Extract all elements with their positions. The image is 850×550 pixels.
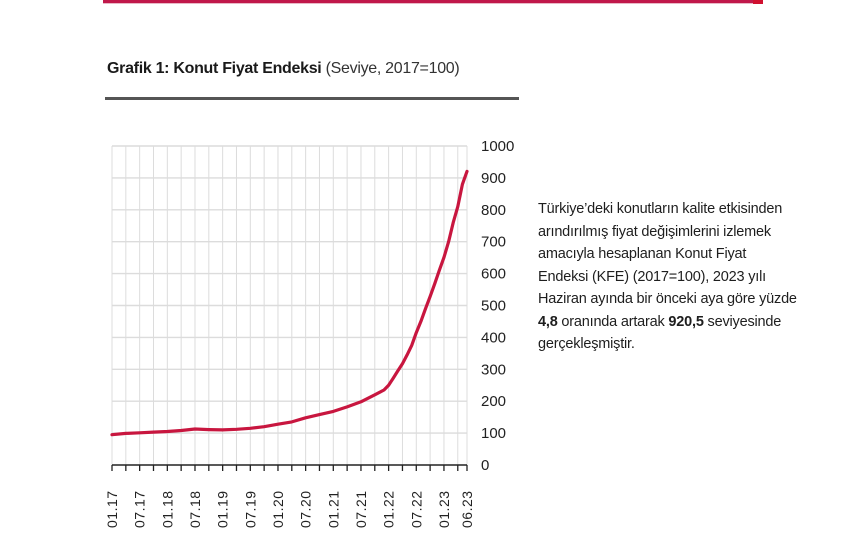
y-tick-label: 100 xyxy=(481,425,506,442)
y-tick-label: 600 xyxy=(481,266,506,283)
y-axis-labels: 0 100 200 300 400 500 600 700 800 900 1000 xyxy=(481,138,514,474)
y-tick-label: 0 xyxy=(481,457,489,474)
description-index-level: 920,5 xyxy=(668,313,704,330)
x-tick-label: 01.23 xyxy=(436,490,452,528)
x-tick-label: 01.21 xyxy=(325,490,341,528)
description-text: Türkiye’deki konutların kalite etkisinde… xyxy=(538,198,798,356)
description-part-2: oranında artarak xyxy=(557,313,669,330)
y-tick-label: 200 xyxy=(481,393,506,410)
x-tick-label: 07.22 xyxy=(408,490,424,528)
x-tick-label: 01.19 xyxy=(215,490,231,528)
chart-title: Grafik 1: Konut Fiyat Endeksi (Seviye, 2… xyxy=(107,60,460,78)
top-accent-rule xyxy=(103,0,753,4)
x-axis xyxy=(111,464,468,471)
top-accent-rule-cap xyxy=(753,0,763,4)
x-tick-label: 07.17 xyxy=(132,490,148,528)
x-tick-label: 01.18 xyxy=(159,490,175,528)
x-tick-label: 07.21 xyxy=(353,490,369,528)
x-axis-labels: 01.17 07.17 01.18 07.18 01.19 07.19 01.20 07.20… xyxy=(104,490,475,528)
y-tick-label: 700 xyxy=(481,234,506,251)
y-tick-label: 500 xyxy=(481,298,506,315)
y-tick-label: 900 xyxy=(481,170,506,187)
series-line-konut-fiyat-endeksi xyxy=(110,169,469,437)
title-underline xyxy=(105,97,519,100)
x-tick-label: 06.23 xyxy=(459,490,475,528)
chart-title-bold: Grafik 1: Konut Fiyat Endeksi xyxy=(107,60,322,77)
y-tick-label: 1000 xyxy=(481,138,514,155)
x-tick-label: 07.19 xyxy=(242,490,258,528)
y-tick-label: 800 xyxy=(481,202,506,219)
x-tick-label: 01.17 xyxy=(104,490,120,528)
y-tick-label: 400 xyxy=(481,329,506,346)
x-tick-label: 01.20 xyxy=(270,490,286,528)
y-tick-label: 300 xyxy=(481,361,506,378)
description-part-1: Türkiye’deki konutların kalite etkisinde… xyxy=(538,201,797,307)
x-tick-label: 07.18 xyxy=(187,490,203,528)
chart-title-subtitle: (Seviye, 2017=100) xyxy=(325,60,460,77)
description-monthly-change: 4,8 xyxy=(538,313,558,330)
chart-grid xyxy=(111,145,468,465)
x-tick-label: 01.22 xyxy=(381,490,397,528)
x-tick-label: 07.20 xyxy=(298,490,314,528)
description-part-3: seviyesinde gerçekleşmiştir. xyxy=(538,313,782,353)
